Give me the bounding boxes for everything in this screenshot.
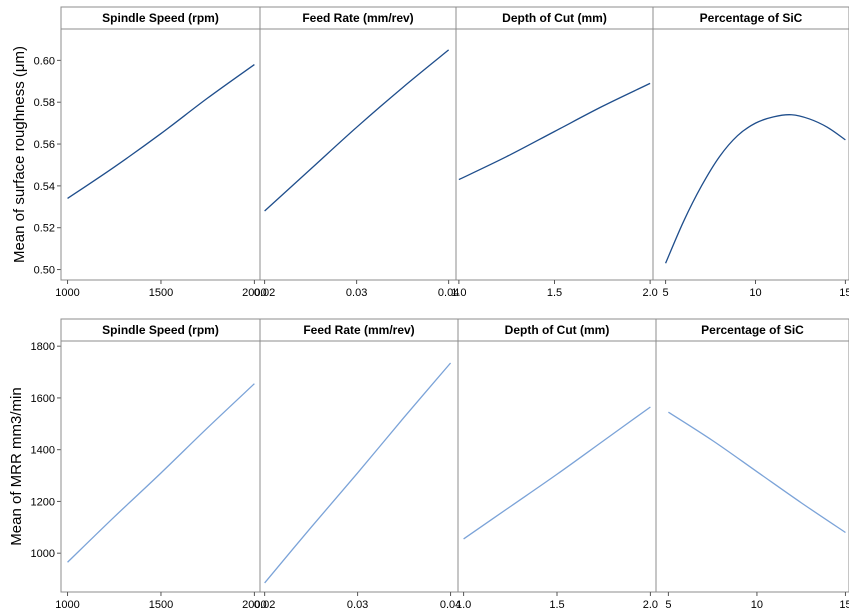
x-tick-label: 1.5 <box>547 287 562 299</box>
panel-frame <box>456 29 653 280</box>
panel-frame <box>260 29 456 280</box>
panel-frame <box>656 341 849 592</box>
x-tick-label: 1000 <box>55 287 79 299</box>
series-line <box>68 65 255 199</box>
panel-2: Feed Rate (mm/rev)0.02 0.03 0.04 <box>254 7 459 299</box>
x-tick-label: 0.03 <box>346 287 367 299</box>
y-tick-label: 1200 <box>31 496 55 508</box>
chart-row-2: Mean of MRR mm3/min 1000 1200 1400 1600 1800 S… <box>8 319 849 611</box>
series-line <box>265 50 449 211</box>
panel-3: Depth of Cut (mm) 1.0 1.5 2.0 <box>456 319 658 611</box>
panel-title: Depth of Cut (mm) <box>505 323 610 337</box>
panel-title: Depth of Cut (mm) <box>502 11 607 25</box>
panel-title: Spindle Speed (rpm) <box>102 323 219 337</box>
y-tick-label: 0.58 <box>34 97 55 109</box>
x-tick-label: 15 <box>839 287 849 299</box>
y-tick-label: 0.52 <box>34 223 55 235</box>
panel-2: Feed Rate (mm/rev)0.02 0.03 0.04 <box>254 319 461 611</box>
x-tick-label: 2.0 <box>643 599 658 611</box>
x-tick-label: 10 <box>751 599 763 611</box>
panel-frame <box>260 341 458 592</box>
series-line <box>464 407 651 539</box>
x-tick-label: 1.0 <box>456 599 471 611</box>
x-tick-label: 5 <box>663 287 669 299</box>
x-tick-label: 0.02 <box>254 287 275 299</box>
y-tick-label: 1800 <box>31 341 55 353</box>
panel-4: Percentage of SiC 5 10 15 <box>656 319 849 611</box>
x-tick-label: 0.02 <box>254 599 275 611</box>
y-tick-label: 0.56 <box>34 139 55 151</box>
x-tick-label: 1500 <box>149 287 173 299</box>
series-line <box>668 412 845 532</box>
y-tick-label: 0.54 <box>34 181 55 193</box>
y-tick-label: 1600 <box>31 393 55 405</box>
panel-1: Spindle Speed (rpm)1000 1500 2000 <box>55 319 266 611</box>
y-tick-label: 0.60 <box>34 55 55 67</box>
panel-3: Depth of Cut (mm) 1.0 1.5 2.0 <box>451 7 658 299</box>
panel-1: Spindle Speed (rpm)1000 1500 2000 <box>55 7 266 299</box>
y-axis-label: Mean of MRR mm3/min <box>8 387 25 545</box>
y-tick-label: 1400 <box>31 445 55 457</box>
panel-title: Feed Rate (mm/rev) <box>303 323 414 337</box>
series-line <box>666 115 846 264</box>
x-tick-label: 0.03 <box>347 599 368 611</box>
panel-frame <box>61 341 260 592</box>
y-tick-label: 0.50 <box>34 265 55 277</box>
x-tick-label: 1500 <box>149 599 173 611</box>
y-tick-label: 1000 <box>31 548 55 560</box>
panel-frame <box>653 29 849 280</box>
panel-frame <box>61 29 260 280</box>
panel-title: Feed Rate (mm/rev) <box>302 11 413 25</box>
x-tick-label: 1.5 <box>549 599 564 611</box>
x-tick-label: 1.0 <box>451 287 466 299</box>
y-axis-label: Mean of surface roughness (μm) <box>11 46 28 263</box>
panel-frame <box>458 341 656 592</box>
x-tick-label: 15 <box>839 599 849 611</box>
panel-title: Spindle Speed (rpm) <box>102 11 219 25</box>
x-tick-label: 1000 <box>55 599 79 611</box>
panel-title: Percentage of SiC <box>700 11 803 25</box>
panel-4: Percentage of SiC 5 10 15 <box>653 7 849 299</box>
x-tick-label: 2.0 <box>642 287 657 299</box>
x-tick-label: 10 <box>749 287 761 299</box>
chart-row-1: Mean of surface roughness (μm) 0.50 0.52 0.… <box>11 7 849 299</box>
x-tick-label: 5 <box>665 599 671 611</box>
panel-title: Percentage of SiC <box>701 323 804 337</box>
